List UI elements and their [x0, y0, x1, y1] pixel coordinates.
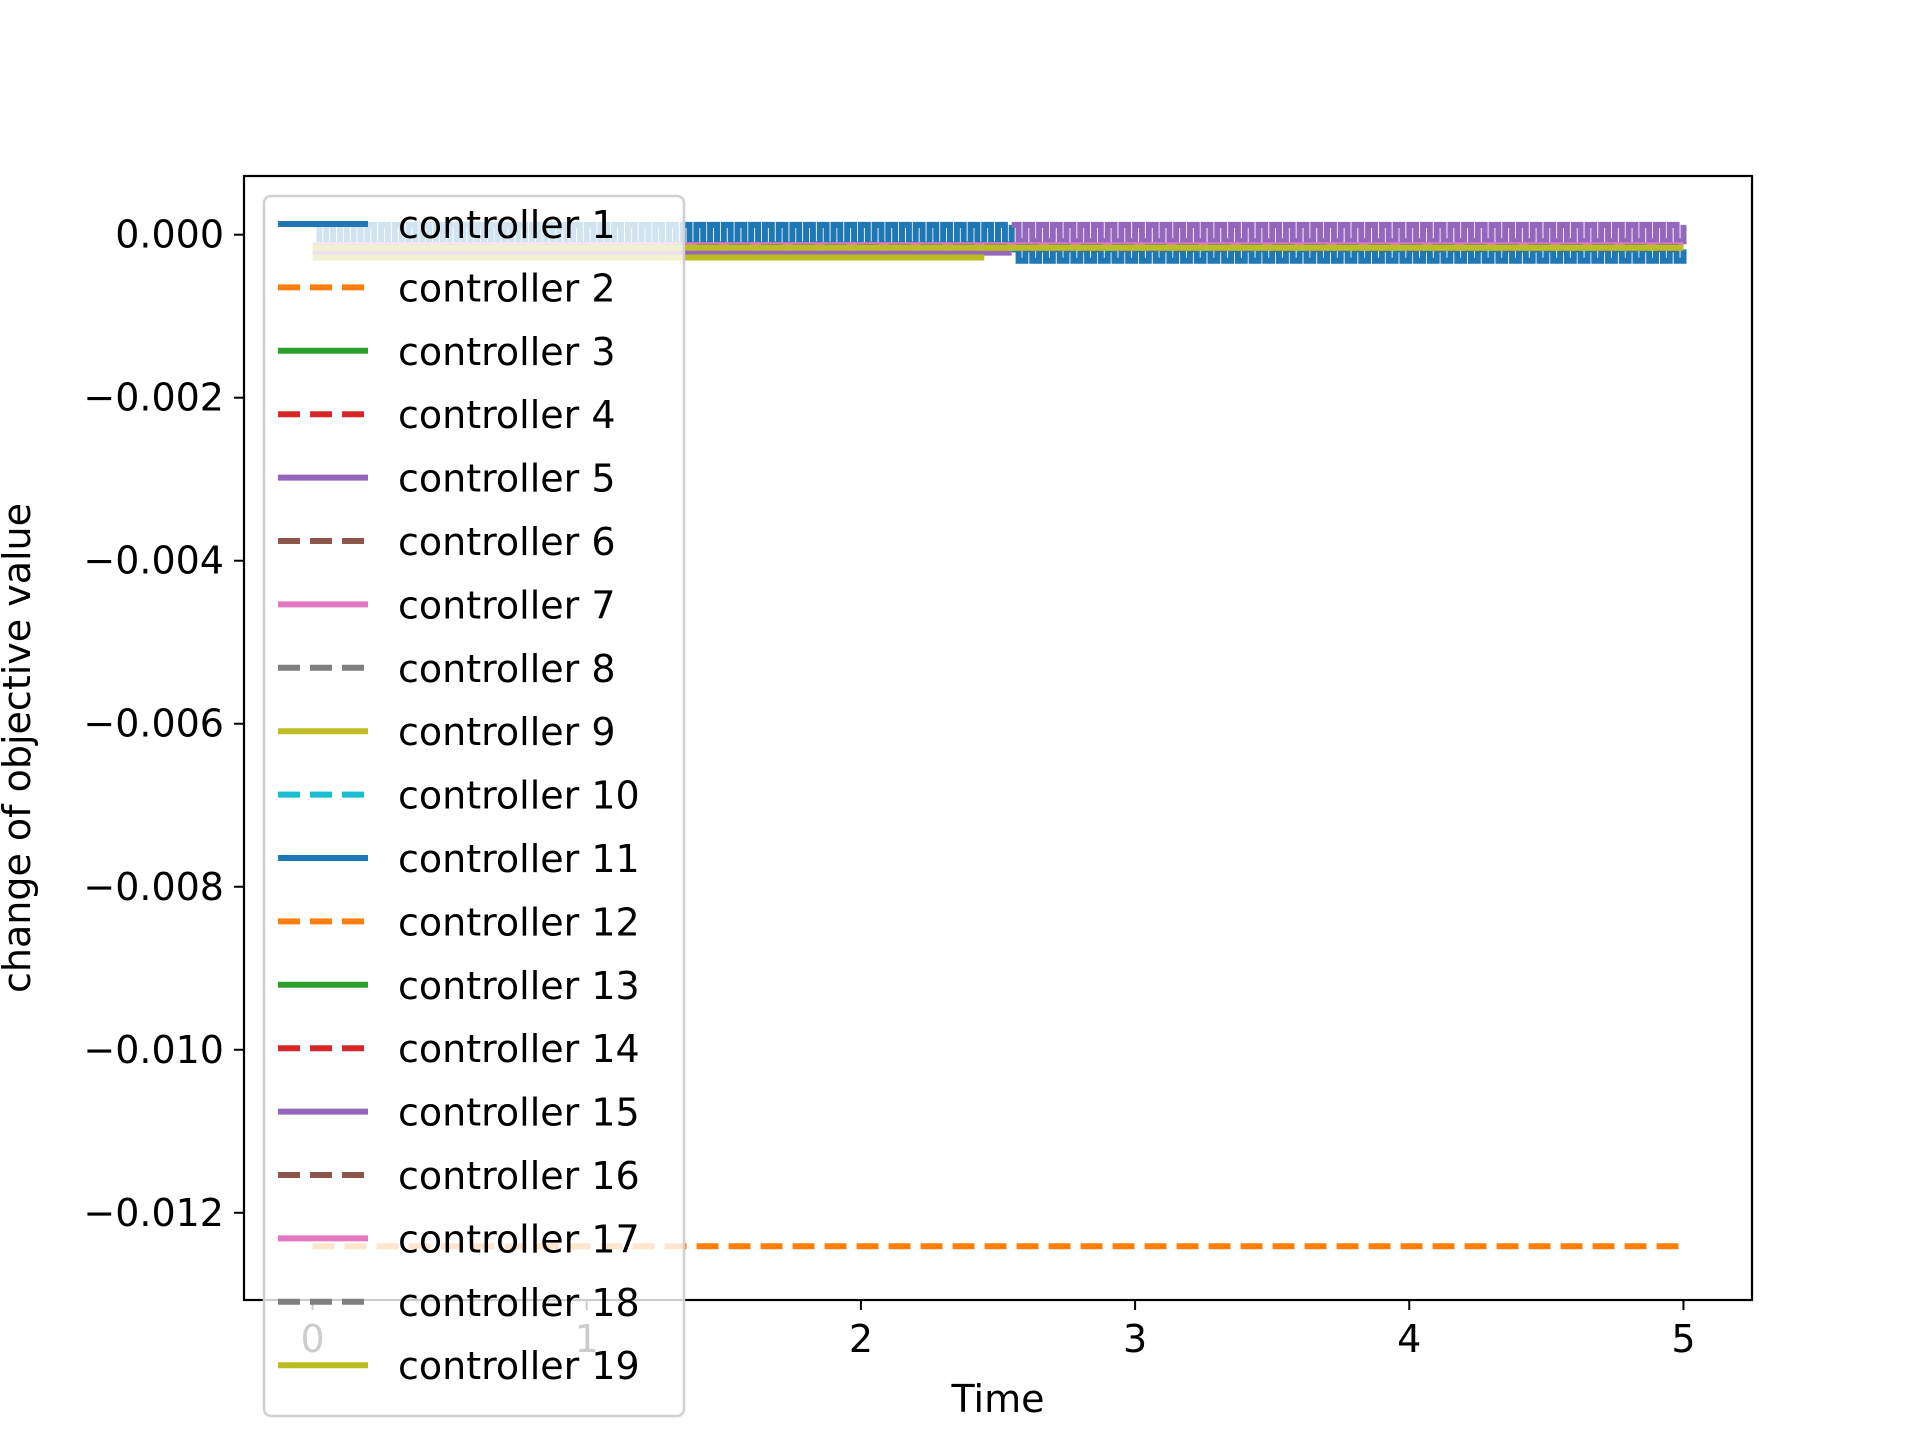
legend-label: controller 4: [398, 393, 616, 437]
legend-item: controller 5: [278, 457, 616, 501]
legend-label: controller 7: [398, 583, 616, 627]
legend-item: controller 15: [278, 1091, 640, 1135]
series-line: [1011, 221, 1687, 245]
legend-item: controller 6: [278, 520, 616, 564]
y-tick-label: 0.000: [115, 213, 224, 257]
y-axis: 0.000 −0.002 −0.004 −0.006 −0.008 −0.010 −0.01…: [83, 213, 244, 1235]
x-axis-label: Time: [951, 1377, 1045, 1421]
legend-item: controller 10: [278, 774, 640, 818]
series-line: [1011, 246, 1687, 264]
legend: controller 1 controller 2 controller 3 cont…: [262, 194, 686, 1418]
legend-label: controller 12: [398, 900, 640, 944]
legend-item: controller 16: [278, 1154, 640, 1198]
legend-item: controller 13: [278, 964, 640, 1008]
legend-label: controller 17: [398, 1217, 640, 1261]
y-tick-label: −0.002: [83, 376, 224, 420]
legend-label: controller 16: [398, 1154, 640, 1198]
legend-item: controller 2: [278, 266, 616, 310]
legend-label: controller 3: [398, 330, 616, 374]
legend-item: controller 11: [278, 837, 640, 881]
legend-item: controller 7: [278, 583, 616, 627]
y-tick-label: −0.006: [83, 702, 224, 746]
legend-box: [262, 194, 686, 1418]
legend-label: controller 5: [398, 457, 616, 501]
legend-label: controller 2: [398, 266, 616, 310]
legend-item: controller 17: [278, 1217, 640, 1261]
legend-label: controller 6: [398, 520, 616, 564]
y-tick-label: −0.008: [83, 865, 224, 909]
axes-frame: [242, 174, 1754, 1302]
y-tick-label: −0.010: [83, 1028, 224, 1072]
legend-item: controller 12: [278, 900, 640, 944]
legend-item: controller 1: [278, 203, 616, 247]
y-tick-label: −0.012: [83, 1191, 224, 1235]
legend-label: controller 19: [398, 1344, 640, 1388]
legend-item: controller 9: [278, 710, 616, 754]
x-tick-label: 3: [1123, 1317, 1147, 1361]
legend-label: controller 8: [398, 647, 616, 691]
legend-label: controller 9: [398, 710, 616, 754]
x-tick-label: 2: [849, 1317, 873, 1361]
legend-label: controller 1: [398, 203, 616, 247]
legend-item: controller 4: [278, 393, 616, 437]
legend-label: controller 13: [398, 964, 640, 1008]
legend-item: controller 3: [278, 330, 616, 374]
legend-item: controller 18: [278, 1281, 640, 1325]
legend-item: controller 14: [278, 1027, 640, 1071]
y-tick-label: −0.004: [83, 539, 224, 583]
legend-label: controller 10: [398, 774, 640, 818]
y-axis-label: change of objective value: [0, 503, 39, 993]
legend-label: controller 15: [398, 1091, 640, 1135]
legend-label: controller 11: [398, 837, 640, 881]
legend-label: controller 18: [398, 1281, 640, 1325]
legend-label: controller 14: [398, 1027, 640, 1071]
x-tick-label: 5: [1671, 1317, 1695, 1361]
x-tick-label: 4: [1397, 1317, 1421, 1361]
legend-item: controller 19: [278, 1344, 640, 1388]
legend-item: controller 8: [278, 647, 616, 691]
